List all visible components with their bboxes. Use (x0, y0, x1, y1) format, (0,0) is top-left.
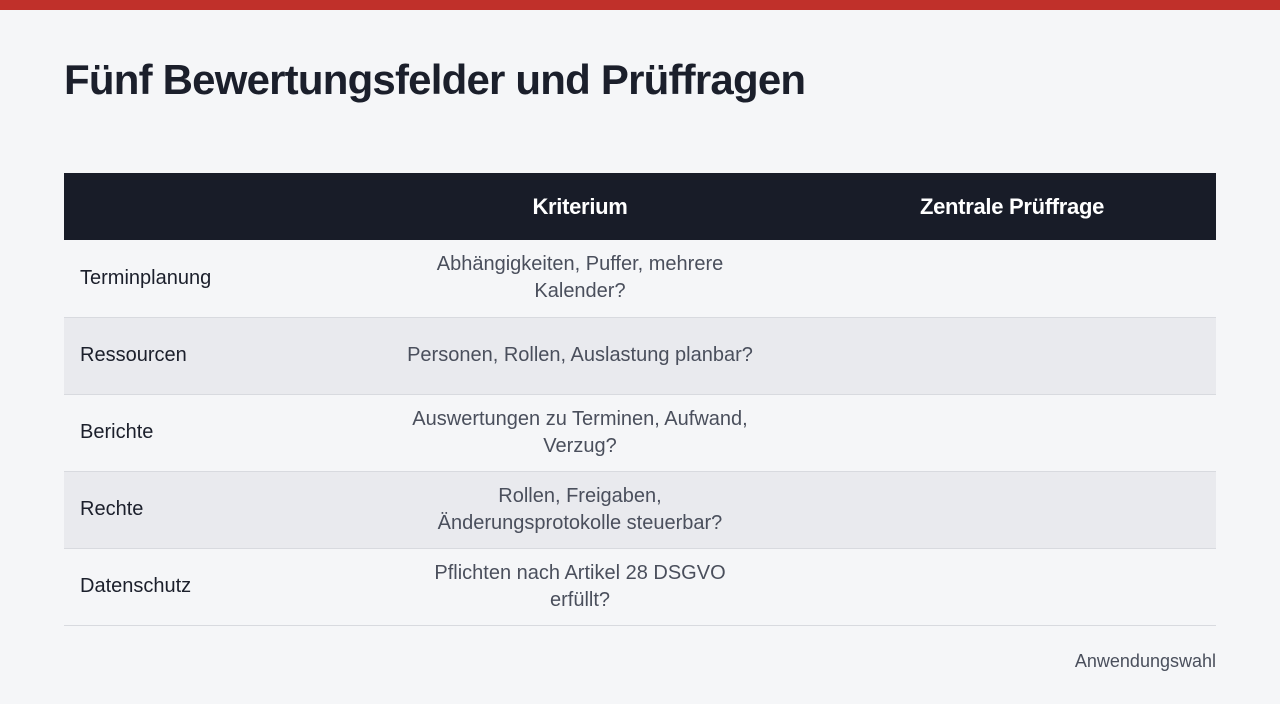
row-field: Ressourcen (64, 317, 352, 395)
row-question-text: Pflichten nach Artikel 28 DSGVO erfüllt? (434, 561, 726, 611)
row-question: Pflichten nach Artikel 28 DSGVO erfüllt? (352, 548, 808, 626)
table-row: Rechte Rollen, Freigaben, Änderungsproto… (64, 471, 1216, 549)
row-question: Personen, Rollen, Auslastung planbar? (352, 317, 808, 395)
row-question: Rollen, Freigaben, Änderungsprotokolle s… (352, 471, 808, 549)
table-row: Berichte Auswertungen zu Terminen, Aufwa… (64, 394, 1216, 472)
accent-top-bar (0, 0, 1280, 10)
table-header-prueffrage: Zentrale Prüffrage (808, 173, 1216, 240)
table-header-field (64, 173, 352, 240)
table-row: Terminplanung Abhängigkeiten, Puffer, me… (64, 240, 1216, 318)
row-empty-cell (808, 471, 1216, 549)
row-question-text: Personen, Rollen, Auslastung planbar? (407, 344, 753, 366)
row-question-text: Rollen, Freigaben, Änderungsprotokolle s… (437, 484, 723, 534)
row-empty-cell (808, 394, 1216, 472)
row-empty-cell (808, 317, 1216, 395)
row-field: Berichte (64, 394, 352, 472)
row-question-text: Auswertungen zu Terminen, Aufwand, Verzu… (412, 407, 748, 457)
page-title: Fünf Bewertungsfelder und Prüffragen (64, 56, 806, 103)
table-row: Ressourcen Personen, Rollen, Auslastung … (64, 317, 1216, 395)
row-field: Rechte (64, 471, 352, 549)
table-header-kriterium: Kriterium (352, 173, 808, 240)
row-question: Abhängigkeiten, Puffer, mehrere Kalender… (352, 240, 808, 318)
row-empty-cell (808, 548, 1216, 626)
row-question-text: Abhängigkeiten, Puffer, mehrere Kalender… (436, 253, 724, 303)
row-field: Terminplanung (64, 240, 352, 318)
table-row: Datenschutz Pflichten nach Artikel 28 DS… (64, 548, 1216, 626)
criteria-table: Kriterium Zentrale Prüffrage Terminplanu… (64, 173, 1216, 626)
row-question: Auswertungen zu Terminen, Aufwand, Verzu… (352, 394, 808, 472)
row-empty-cell (808, 240, 1216, 318)
table-header-row: Kriterium Zentrale Prüffrage (64, 173, 1216, 240)
row-field: Datenschutz (64, 548, 352, 626)
footer-label: Anwendungswahl (1074, 651, 1216, 671)
